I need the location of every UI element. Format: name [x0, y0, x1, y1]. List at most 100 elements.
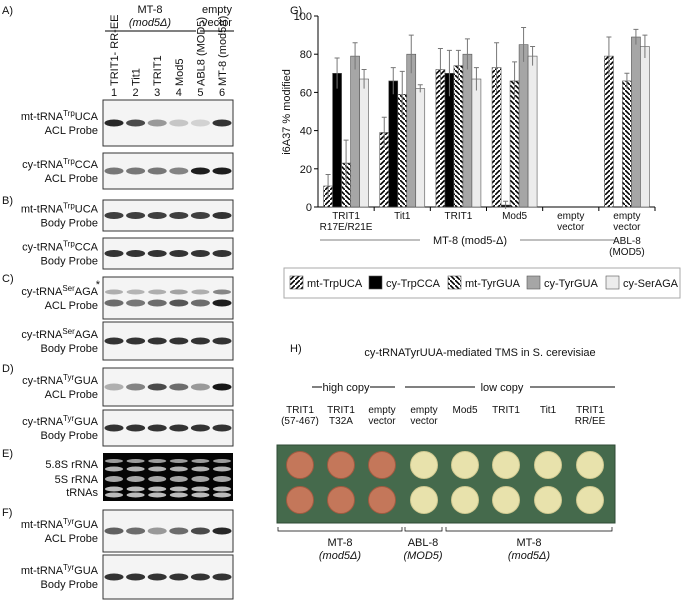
band: [147, 424, 167, 432]
error-bar: [521, 26, 527, 62]
error-bar: [633, 28, 639, 45]
gel-band: [191, 476, 210, 482]
bar: [406, 53, 417, 208]
gel-band: [148, 492, 167, 498]
blot: [102, 367, 234, 407]
error-bar: [325, 174, 331, 198]
colony: [410, 486, 438, 514]
blot-name-part: AGA: [75, 286, 99, 298]
band: [212, 337, 232, 345]
blot-probe: ACL Probe: [45, 125, 98, 137]
gel-band: [148, 476, 167, 482]
band: [104, 250, 124, 257]
panel-label: A): [2, 5, 13, 17]
blot-name-sup: Tyr: [63, 563, 74, 572]
error-bar: [530, 46, 536, 66]
strain-name: MT-8: [327, 537, 352, 549]
colony: [327, 451, 355, 479]
bar: [640, 46, 650, 208]
band: [104, 337, 124, 345]
band: [126, 337, 146, 345]
lane-label: Mod5: [174, 58, 186, 86]
legend-label: cy-TyrGUA: [544, 278, 598, 290]
band: [126, 424, 146, 432]
band: [126, 527, 146, 535]
band: [104, 383, 124, 391]
column-label: TRIT1: [492, 405, 520, 416]
copy-label: low copy: [481, 382, 524, 394]
bar: [350, 55, 360, 208]
strain-genotype: (mod5Δ): [319, 550, 362, 562]
error-bar: [503, 200, 509, 209]
y-axis-label: i6A37 % modified: [281, 69, 293, 155]
blot-probe: ACL Probe: [45, 533, 98, 545]
blot-name-sup: Ser: [62, 327, 75, 336]
gel-band: [148, 466, 167, 472]
gel-band: [105, 466, 123, 472]
header-genotype: (mod5Δ): [129, 17, 172, 29]
rrna-label: 5.8S rRNA: [45, 459, 98, 471]
gel-band: [213, 476, 231, 482]
band: [169, 527, 189, 535]
band: [190, 527, 210, 535]
blot-name-part: cy-tRNA: [22, 242, 64, 254]
band: [191, 289, 210, 295]
blot-name: cy-tRNATrpCCA: [22, 157, 99, 171]
band: [104, 299, 124, 307]
y-tick-label: 40: [300, 126, 312, 138]
band: [190, 250, 210, 257]
band: [147, 250, 167, 257]
strain-genotype: (MOD5): [403, 550, 442, 562]
gel-band: [148, 486, 167, 492]
gel-band: [213, 466, 231, 472]
blot: [102, 199, 234, 232]
band: [126, 250, 146, 257]
blot-name-part: mt-tRNA: [21, 565, 64, 577]
band: [169, 573, 189, 581]
band: [148, 289, 167, 295]
band: [126, 383, 146, 391]
error-bar: [334, 57, 340, 89]
band: [147, 119, 167, 127]
band: [169, 289, 188, 295]
bar: [462, 53, 473, 208]
gel-band: [191, 486, 210, 492]
panel-label: G): [290, 5, 302, 17]
band: [212, 424, 232, 432]
blot-name-part: cy-tRNA: [21, 286, 63, 298]
panel-label: E): [2, 448, 13, 460]
legend-swatch: [289, 275, 304, 290]
legend-swatch: [368, 275, 383, 290]
x-tick-label: TRIT1 R17E/R21E: [319, 211, 373, 233]
blot-name: cy-tRNASerAGA: [21, 327, 98, 341]
error-bar: [437, 47, 443, 91]
band: [104, 424, 124, 432]
blot-name-part: GUA: [74, 565, 99, 577]
copy-label: high copy: [322, 382, 370, 394]
blot: [102, 509, 234, 553]
band: [190, 424, 210, 432]
lane-number: 2: [133, 87, 139, 99]
band: [212, 573, 232, 581]
lane-number: 4: [176, 87, 182, 99]
error-bar: [446, 49, 452, 97]
plate: [276, 444, 616, 524]
error-bar: [390, 67, 396, 95]
blot-name: mt-tRNATyrGUA: [21, 517, 99, 531]
band: [169, 212, 189, 219]
error-bar: [642, 34, 648, 59]
blot-name-sup: Tyr: [63, 373, 74, 382]
blot-name-part: CCA: [75, 242, 99, 254]
gel-band: [169, 492, 188, 498]
blot-probe: Body Probe: [41, 218, 98, 230]
blot-probe: Body Probe: [41, 430, 98, 442]
gel-band: [169, 476, 188, 482]
panel-label: B): [2, 195, 13, 207]
blot-name-part: GUA: [74, 416, 99, 428]
column-label: empty vector: [368, 405, 396, 427]
strain-name: MT-8: [516, 537, 541, 549]
strain-name: ABL-8: [408, 537, 439, 549]
band: [212, 167, 232, 175]
blot: [102, 276, 234, 320]
